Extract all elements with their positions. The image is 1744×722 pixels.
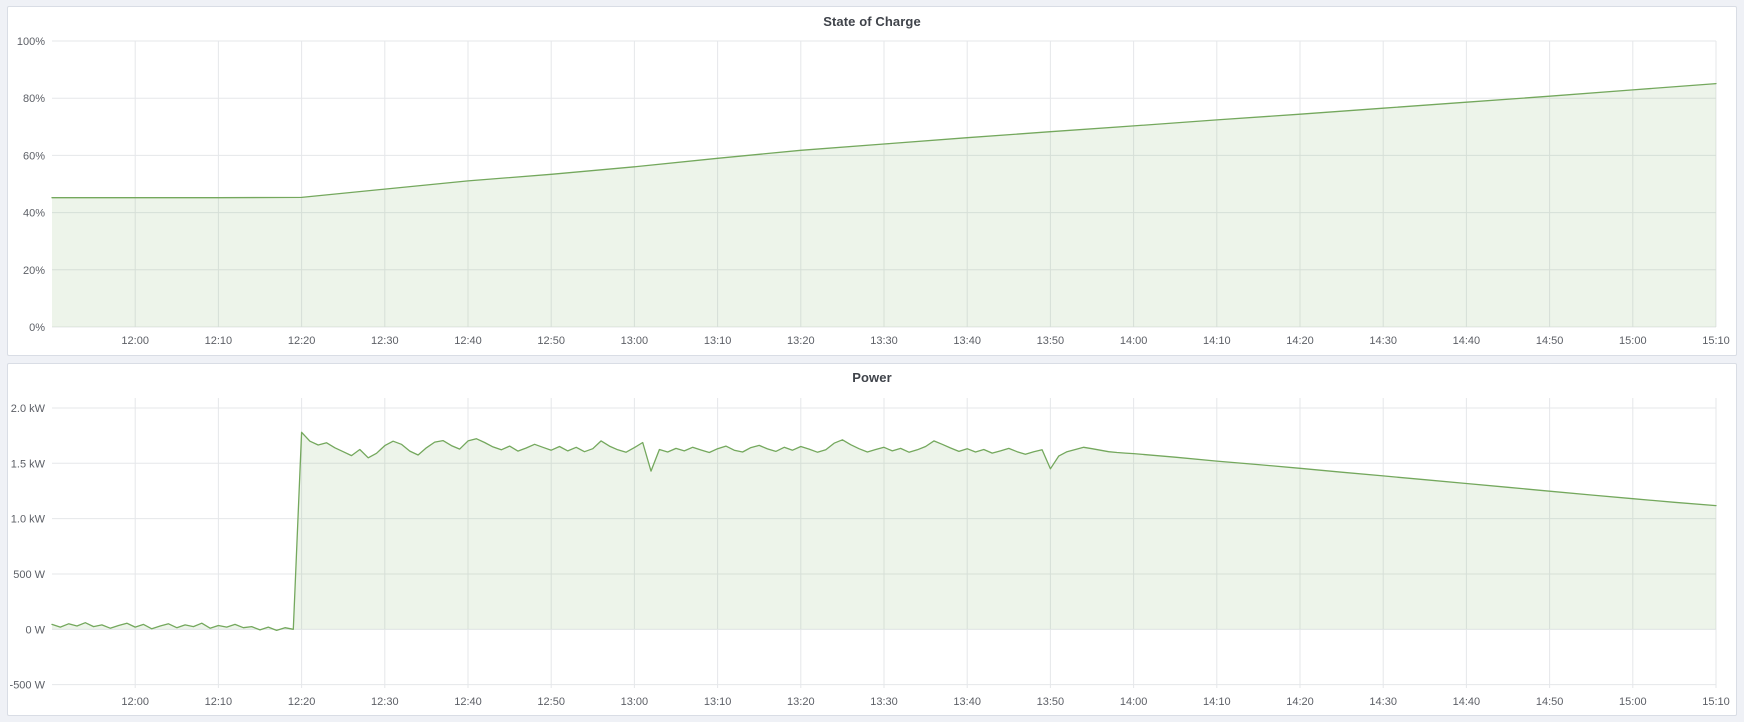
y-axis-tick-label: 20% <box>23 265 45 277</box>
x-axis-tick-label: 14:50 <box>1536 696 1564 708</box>
x-axis-tick-label: 14:40 <box>1453 696 1481 708</box>
panel-title-power[interactable]: Power <box>852 370 892 385</box>
x-axis-tick-label: 12:10 <box>205 335 233 347</box>
power-chart-canvas[interactable]: 12:00 12:10 12:20 12:30 12:40 12:50 13:00 13:10… <box>8 392 1736 714</box>
x-axis-tick-label: 14:00 <box>1120 696 1148 708</box>
power-chart-area: 12:00 12:10 12:20 12:30 12:40 12:50 13:00 13:10… <box>8 392 1736 714</box>
x-axis-tick-label: 13:30 <box>870 335 898 347</box>
y-axis-tick-label: 0% <box>29 322 45 334</box>
x-axis-tick-label: 12:00 <box>121 335 149 347</box>
x-axis-tick-label: 13:50 <box>1037 335 1065 347</box>
x-axis-tick-label: 14:00 <box>1120 335 1148 347</box>
soc-chart-canvas[interactable]: 12:00 12:10 12:20 12:30 12:40 12:50 13:00 13:10… <box>8 35 1736 353</box>
x-axis-tick-label: 14:30 <box>1369 335 1397 347</box>
x-axis-tick-label: 12:10 <box>205 696 233 708</box>
x-axis-tick-label: 12:40 <box>454 335 482 347</box>
series-line <box>51 82 1717 199</box>
y-axis-tick-label: 40% <box>23 208 45 220</box>
x-axis-tick-label: 14:50 <box>1536 335 1564 347</box>
y-axis-tick-label: 2.0 kW <box>11 402 46 414</box>
x-axis-tick-label: 13:20 <box>787 335 815 347</box>
y-axis-tick-label: 1.5 kW <box>11 458 46 470</box>
y-axis-tick-label: 500 W <box>13 568 45 580</box>
x-axis-tick-label: 12:50 <box>537 335 565 347</box>
soc-chart-area: 12:00 12:10 12:20 12:30 12:40 12:50 13:00 13:10… <box>8 35 1736 353</box>
panel-state-of-charge: State of Charge 12:00 12:10 12:20 12:30 12:4… <box>7 6 1737 356</box>
x-axis-tick-label: 15:00 <box>1619 696 1647 708</box>
x-axis-tick-label: 12:00 <box>121 696 149 708</box>
x-axis-tick-label: 14:10 <box>1203 335 1231 347</box>
x-axis-tick-label: 14:20 <box>1286 696 1314 708</box>
y-axis-tick-label: 80% <box>23 93 45 105</box>
x-axis-tick-label: 14:40 <box>1453 335 1481 347</box>
panel-title-state-of-charge[interactable]: State of Charge <box>823 13 921 29</box>
x-axis-tick-label: 13:40 <box>953 335 981 347</box>
x-axis-tick-label: 12:20 <box>288 335 316 347</box>
x-axis-tick-label: 13:20 <box>787 696 815 708</box>
x-axis-tick-label: 14:10 <box>1203 696 1231 708</box>
x-axis-tick-label: 13:50 <box>1037 696 1065 708</box>
x-axis-tick-label: 13:40 <box>953 696 981 708</box>
x-axis-tick-label: 12:20 <box>288 696 316 708</box>
x-axis-tick-label: 13:10 <box>704 696 732 708</box>
y-axis-tick-label: 1.0 kW <box>11 513 46 525</box>
x-axis-tick-label: 14:20 <box>1286 335 1314 347</box>
y-axis-tick-label: 60% <box>23 150 45 162</box>
y-axis-tick-label: 100% <box>17 36 45 48</box>
panel-power: Power 12:00 12:10 12:20 12:30 12:40 12:50 13:0… <box>7 362 1737 716</box>
x-axis-tick-label: 14:30 <box>1369 696 1397 708</box>
series-area-fill <box>52 431 1716 630</box>
x-axis-tick-label: 15:10 <box>1702 335 1730 347</box>
x-axis-tick-label: 13:00 <box>621 696 649 708</box>
x-axis-tick-label: 13:00 <box>621 335 649 347</box>
x-axis-tick-label: 13:10 <box>704 335 732 347</box>
x-axis-tick-label: 12:40 <box>454 696 482 708</box>
x-axis-tick-label: 15:00 <box>1619 335 1647 347</box>
x-axis-tick-label: 15:10 <box>1702 696 1730 708</box>
x-axis-tick-label: 13:30 <box>870 696 898 708</box>
x-axis-tick-label: 12:30 <box>371 335 399 347</box>
series-area-fill <box>52 83 1716 327</box>
y-axis-tick-label: -500 W <box>10 679 46 691</box>
x-axis-tick-label: 12:50 <box>537 696 565 708</box>
x-axis-tick-label: 12:30 <box>371 696 399 708</box>
series-line <box>51 431 1717 631</box>
y-axis-tick-label: 0 W <box>25 624 45 636</box>
